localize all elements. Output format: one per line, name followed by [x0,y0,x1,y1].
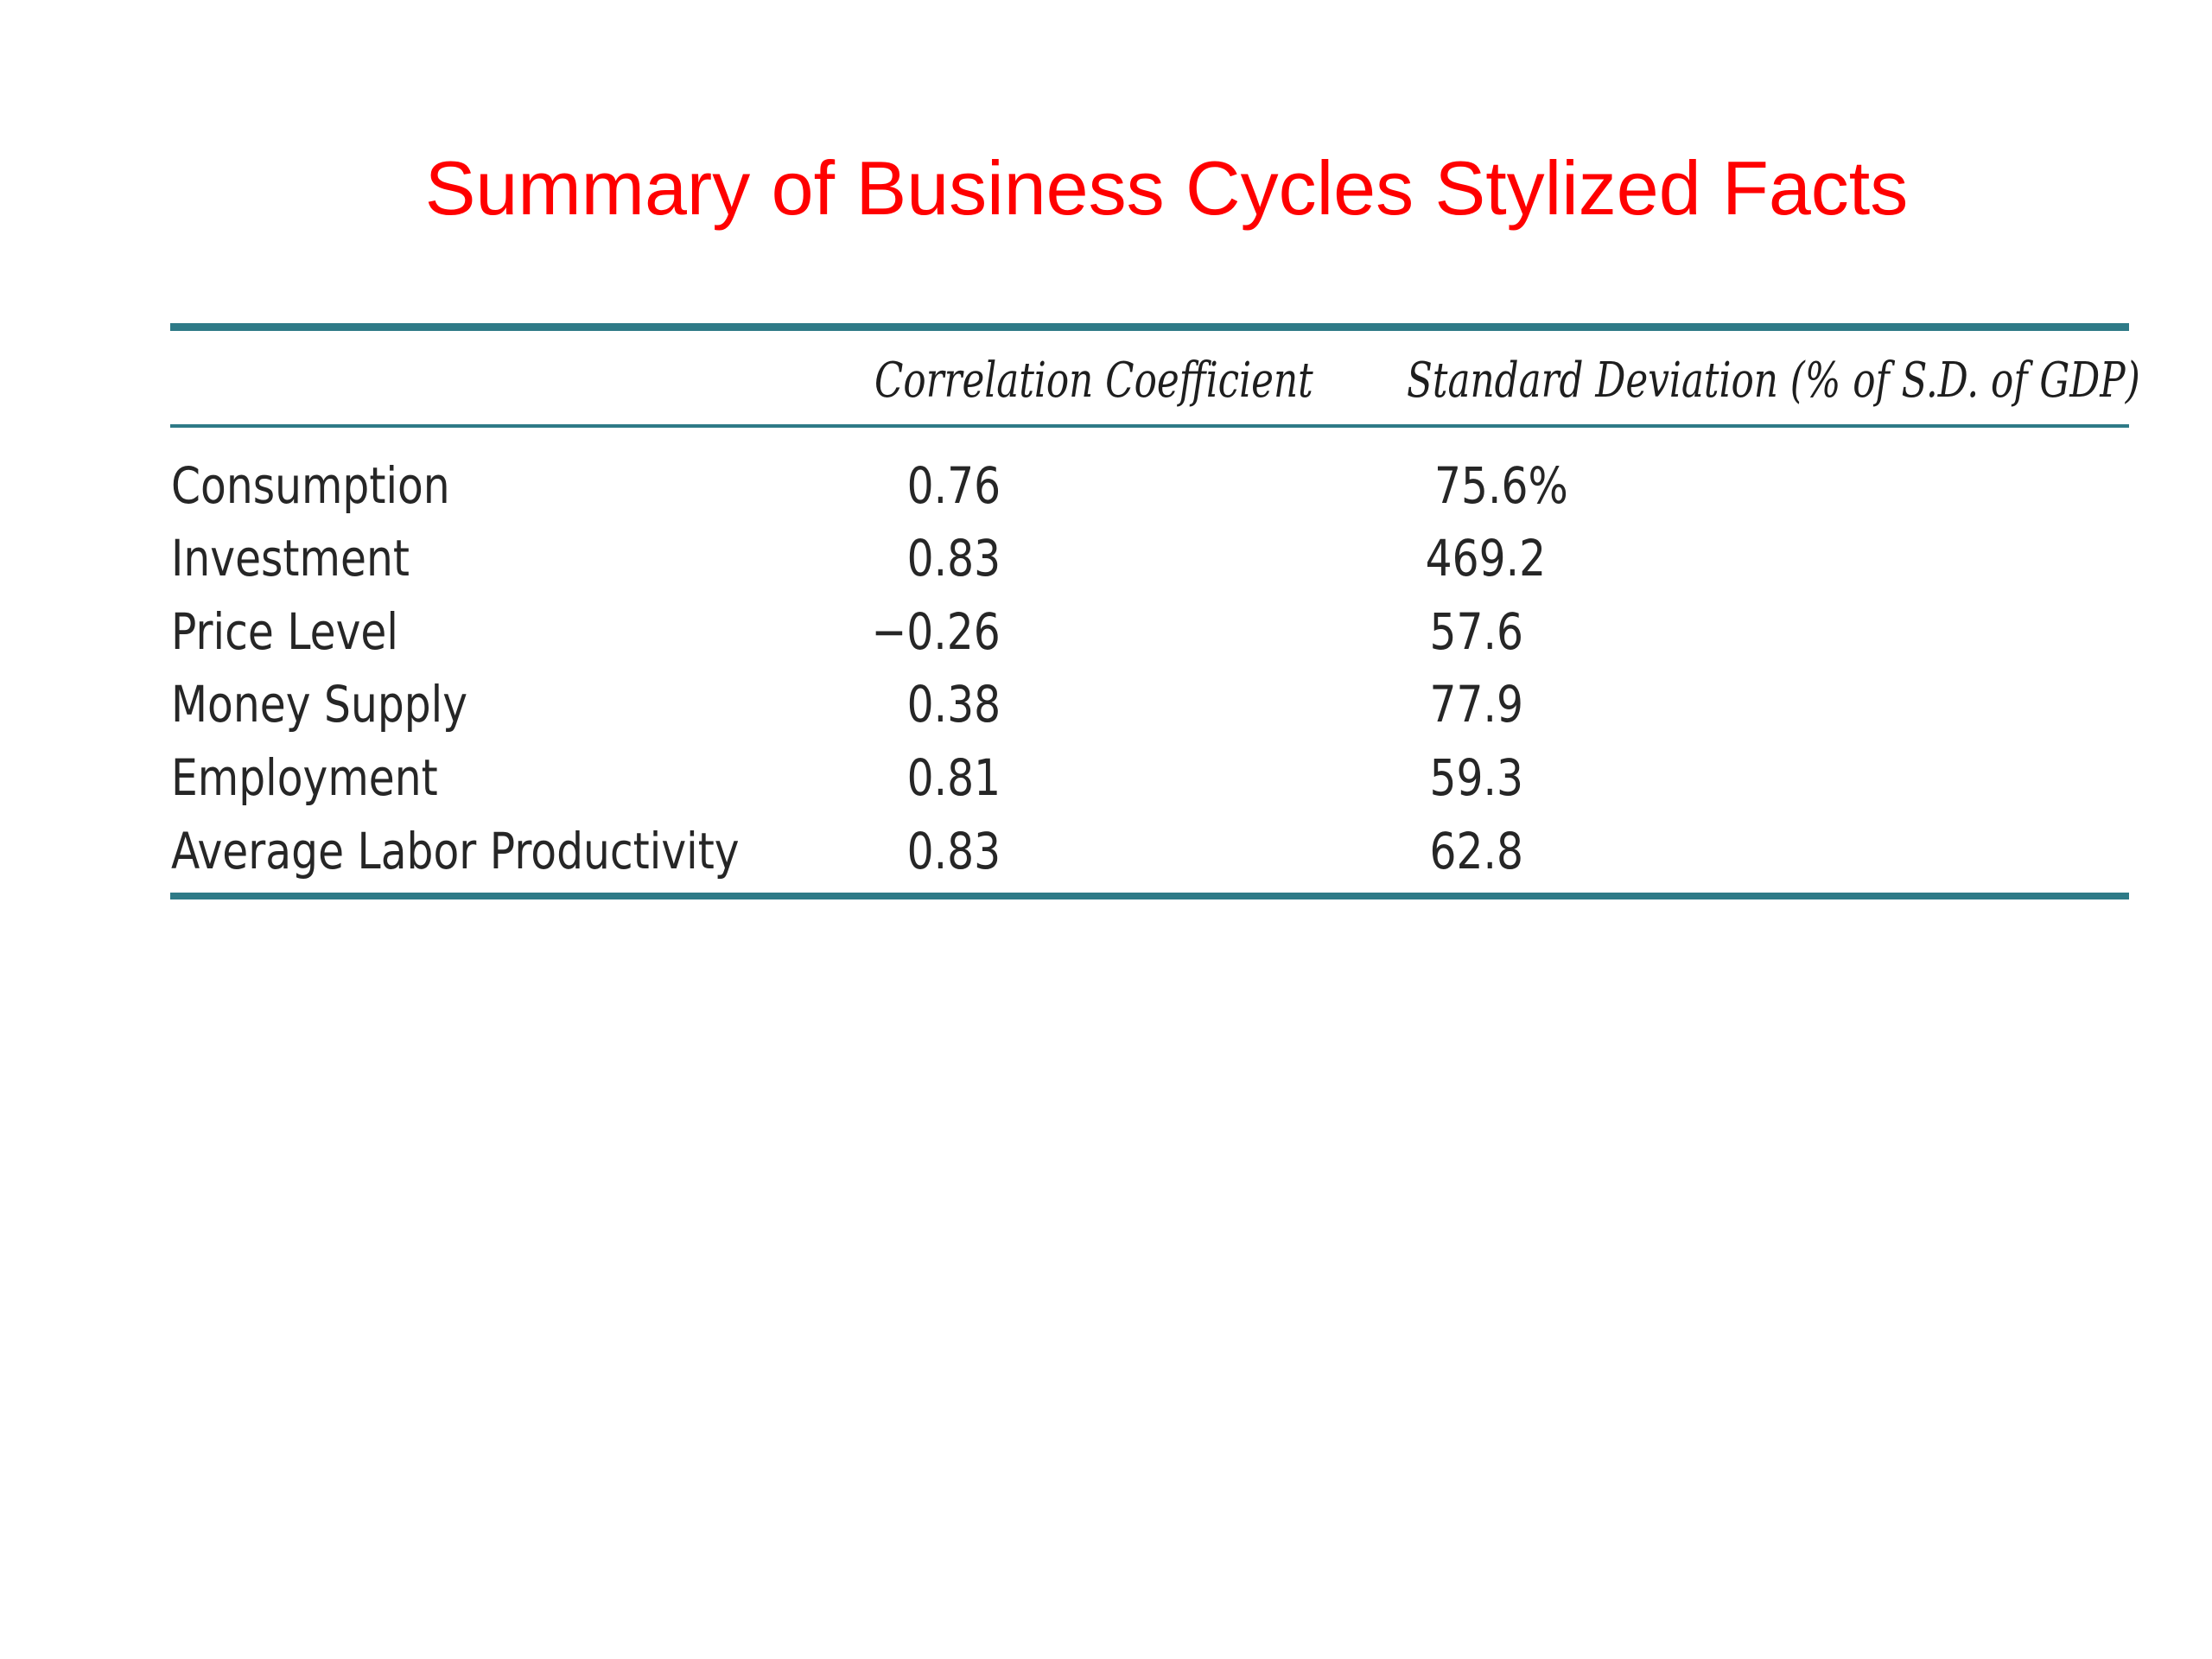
correlation-value: 0.83 [906,822,1001,880]
row-label: Price Level [171,602,398,661]
std-dev-value: 75.6% [1434,456,1568,515]
header-std-dev: Standard Deviation (% of S.D. of GDP) [1407,353,2140,409]
std-dev-value: 57.6 [1429,602,1523,661]
row-label: Employment [171,748,438,807]
table-row: Consumption 0.76 75.6% [0,449,2212,522]
table-row: Money Supply 0.38 77.9 [0,668,2212,741]
correlation-value: −0.26 [871,602,1001,661]
correlation-value: 0.81 [906,748,1001,807]
table-row: Price Level −0.26 57.6 [0,595,2212,668]
table-row: Employment 0.81 59.3 [0,741,2212,814]
correlation-value: 0.83 [906,529,1001,588]
std-dev-value: 59.3 [1429,748,1523,807]
table-row: Investment 0.83 469.2 [0,522,2212,594]
std-dev-value: 77.9 [1429,675,1523,734]
header-correlation: Correlation Coefficient [874,353,1313,409]
table-bottom-rule [170,893,2129,899]
std-dev-value: 62.8 [1429,822,1523,880]
correlation-value: 0.38 [906,675,1001,734]
row-label: Average Labor Productivity [171,822,740,880]
slide-title: Summary of Business Cycles Stylized Fact… [424,145,1909,231]
row-label: Consumption [171,456,450,515]
table-top-rule [170,323,2129,331]
row-label: Money Supply [171,675,468,734]
row-label: Investment [171,529,410,588]
std-dev-value: 469.2 [1425,529,1547,588]
table-row: Average Labor Productivity 0.83 62.8 [0,815,2212,887]
table-header-rule [170,424,2129,428]
correlation-value: 0.76 [906,456,1001,515]
